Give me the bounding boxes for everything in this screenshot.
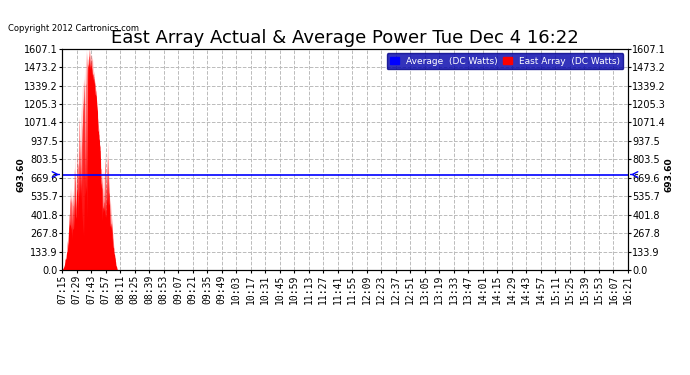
- Text: 693.60: 693.60: [664, 157, 673, 192]
- Title: East Array Actual & Average Power Tue Dec 4 16:22: East Array Actual & Average Power Tue De…: [111, 29, 579, 47]
- Text: Copyright 2012 Cartronics.com: Copyright 2012 Cartronics.com: [8, 24, 139, 33]
- Text: 693.60: 693.60: [17, 157, 26, 192]
- Legend: Average  (DC Watts), East Array  (DC Watts): Average (DC Watts), East Array (DC Watts…: [386, 53, 623, 69]
